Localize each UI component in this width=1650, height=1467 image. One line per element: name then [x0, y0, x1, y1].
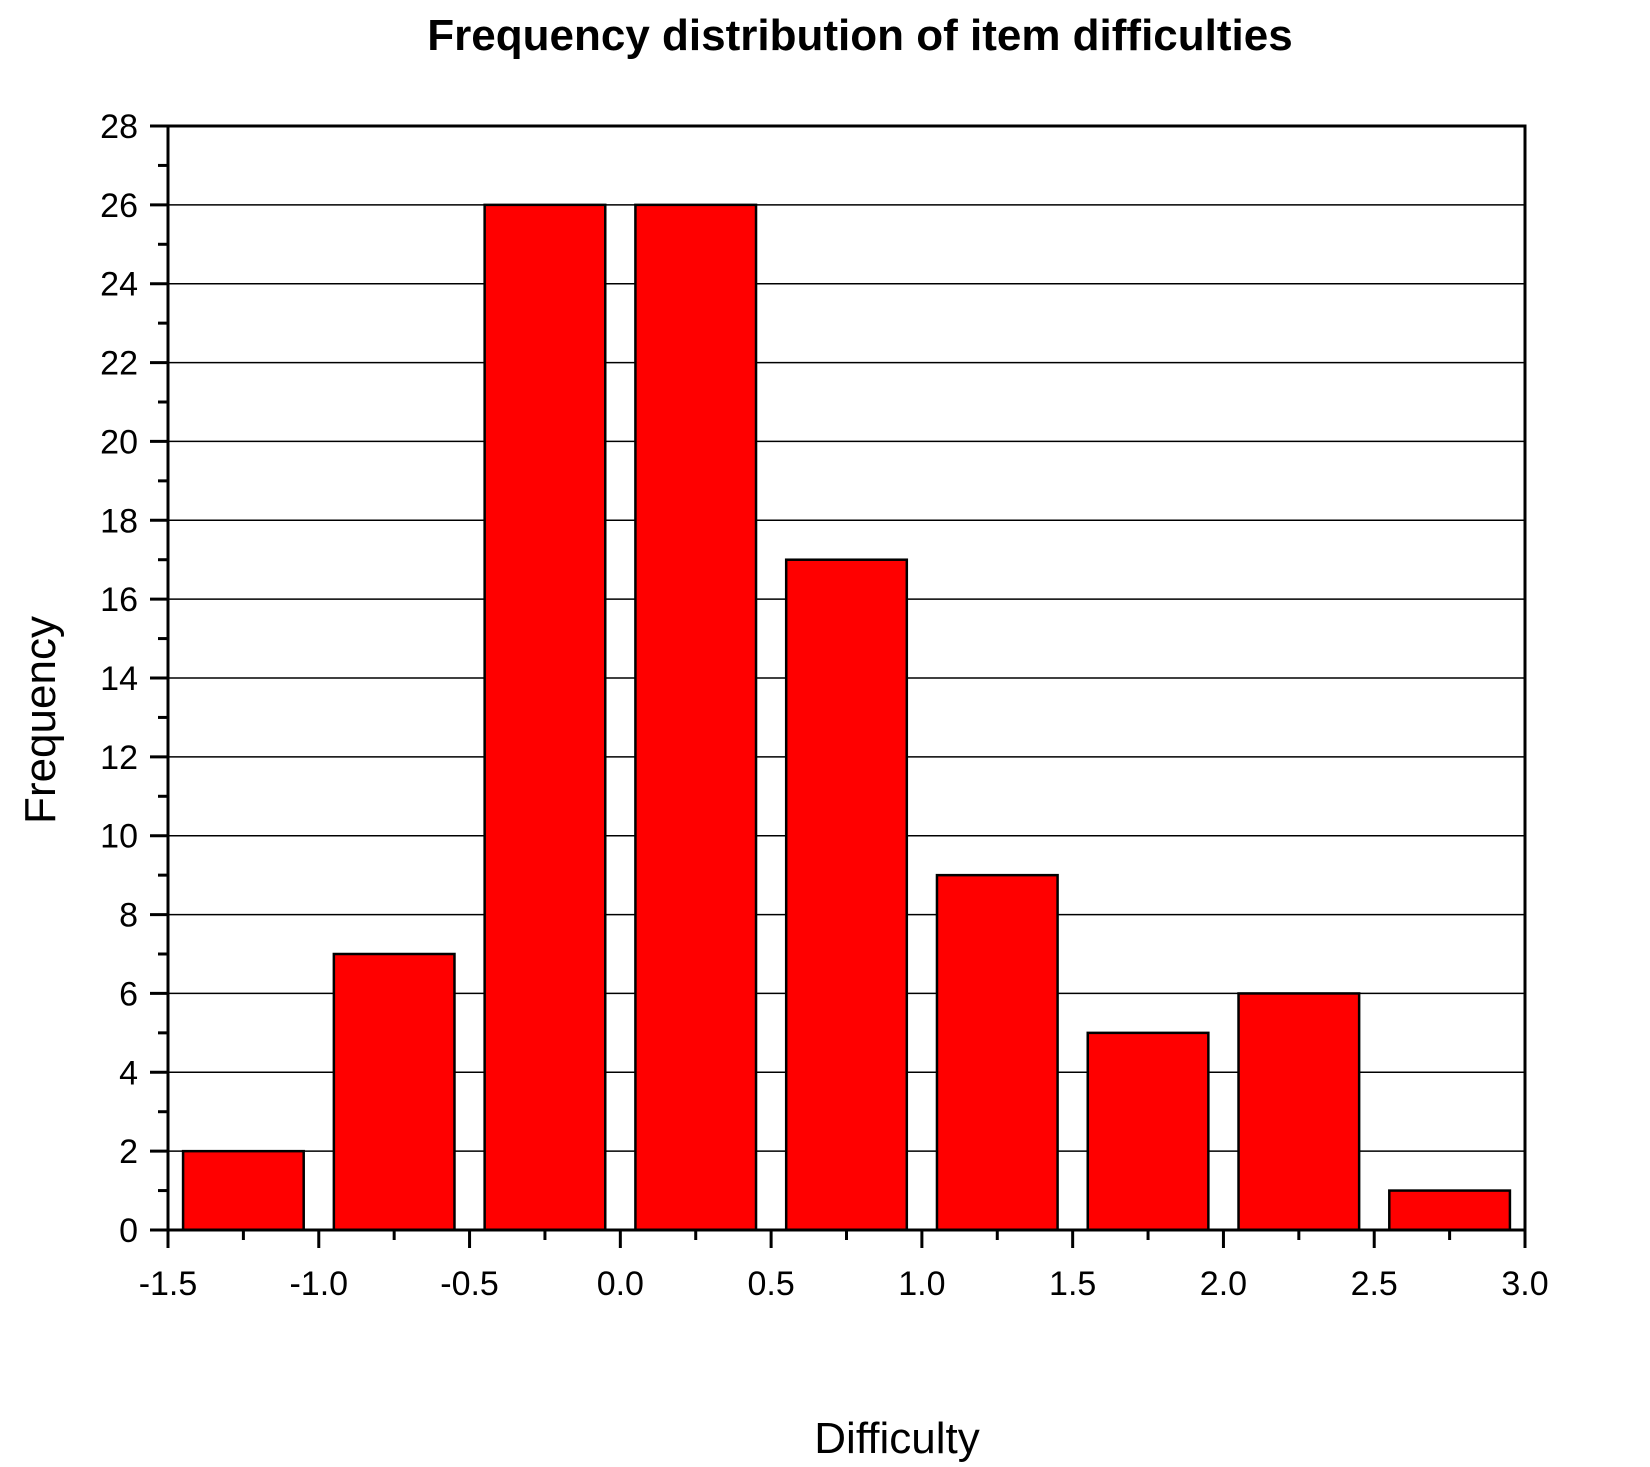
y-tick-label: 18 — [100, 502, 138, 540]
bars — [181, 203, 1512, 1232]
bar — [634, 203, 758, 1232]
bar — [784, 558, 909, 1232]
x-tick-label: -0.5 — [440, 1265, 499, 1303]
y-tick-label: 6 — [119, 975, 138, 1013]
y-tick-label: 14 — [100, 660, 138, 698]
y-tick-label: 26 — [100, 187, 138, 225]
bar — [1237, 992, 1361, 1232]
bar — [1086, 1031, 1210, 1232]
y-tick-label: 10 — [100, 818, 138, 856]
x-tick-label: -1.0 — [289, 1265, 348, 1303]
x-tick-label: 2.0 — [1200, 1265, 1247, 1303]
bar — [935, 873, 1059, 1232]
x-tick-label: 1.5 — [1049, 1265, 1096, 1303]
x-tick-label: 3.0 — [1501, 1265, 1548, 1303]
y-tick-label: 12 — [100, 739, 138, 777]
y-tick-label: 16 — [100, 581, 138, 619]
y-tick-label: 8 — [119, 897, 138, 935]
x-tick-label: 1.0 — [898, 1265, 945, 1303]
x-axis-label: Difficulty — [814, 1414, 979, 1463]
y-tick-label: 22 — [100, 345, 138, 383]
bar — [1388, 1189, 1512, 1232]
y-tick-label: 20 — [100, 423, 138, 461]
bar — [332, 952, 456, 1232]
x-tick-label: -1.5 — [139, 1265, 198, 1303]
x-tick-label: 0.5 — [747, 1265, 794, 1303]
x-tick-label: 2.5 — [1351, 1265, 1398, 1303]
x-tick-label: 0.0 — [597, 1265, 644, 1303]
y-tick-label: 2 — [119, 1133, 138, 1171]
y-tick-label: 0 — [119, 1212, 138, 1250]
x-axis: -1.5 -1.0 -0.5 0.0 0.5 1.0 1.5 2.0 2.5 3.0 — [139, 1230, 1549, 1303]
y-tick-label: 28 — [100, 108, 138, 146]
y-tick-label: 4 — [119, 1054, 138, 1092]
y-axis-label: Frequency — [16, 616, 65, 824]
bar — [483, 203, 607, 1232]
y-tick-label: 24 — [100, 266, 138, 304]
chart-title: Frequency distribution of item difficult… — [427, 11, 1292, 60]
bar — [181, 1149, 305, 1232]
